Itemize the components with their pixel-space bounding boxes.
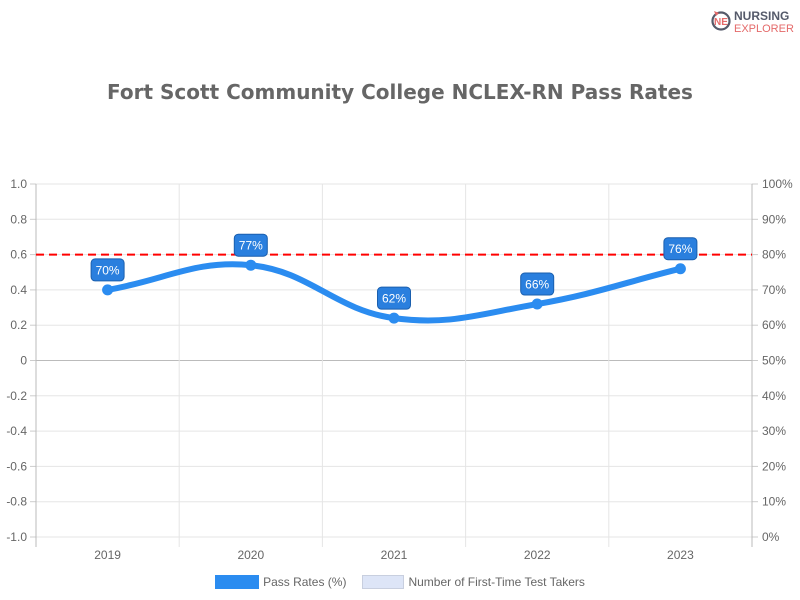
y-left-tick-label: 0 xyxy=(20,354,27,368)
legend-swatch xyxy=(362,575,405,589)
y-left-tick-label: -1.0 xyxy=(6,530,27,544)
data-point xyxy=(674,263,686,275)
legend: Pass Rates (%) Number of First-Time Test… xyxy=(0,575,800,589)
chart-title: Fort Scott Community College NCLEX-RN Pa… xyxy=(107,80,693,104)
data-label: 77% xyxy=(233,233,268,257)
x-tick-label: 2023 xyxy=(667,548,694,562)
data-label-box xyxy=(663,237,698,261)
y-right-tick-label: 70% xyxy=(762,283,786,297)
x-tick-label: 2021 xyxy=(381,548,408,562)
y-left-tick-label: 0.2 xyxy=(10,318,27,332)
y-left-tick-label: 1.0 xyxy=(10,177,27,191)
x-tick-label: 2022 xyxy=(524,548,551,562)
x-tick-label: 2020 xyxy=(237,548,264,562)
y-left-tick-label: -0.2 xyxy=(6,389,27,403)
legend-label: Number of First-Time Test Takers xyxy=(408,575,585,589)
x-tick-label: 2019 xyxy=(94,548,121,562)
y-left-tick-label: 0.8 xyxy=(10,212,27,226)
data-label-box xyxy=(233,233,268,257)
y-right-tick-label: 10% xyxy=(762,495,786,509)
data-label-text: 62% xyxy=(382,292,406,306)
data-point xyxy=(388,312,400,324)
y-left-tick-label: 0.4 xyxy=(10,283,27,297)
legend-label: Pass Rates (%) xyxy=(263,575,347,589)
data-label-text: 77% xyxy=(239,239,263,253)
svg-text:NE: NE xyxy=(714,17,728,28)
y-right-tick-label: 0% xyxy=(762,530,780,544)
data-point xyxy=(531,298,543,310)
data-label-box xyxy=(520,272,555,296)
data-label-text: 76% xyxy=(668,242,692,256)
y-right-tick-label: 20% xyxy=(762,459,786,473)
data-point xyxy=(102,284,114,296)
y-right-tick-label: 80% xyxy=(762,248,786,262)
nursing-explorer-logo: NE NURSING EXPLORER xyxy=(710,8,795,35)
legend-item-pass-rates[interactable]: Pass Rates (%) xyxy=(215,575,346,589)
legend-swatch xyxy=(215,575,260,589)
y-left-tick-label: -0.6 xyxy=(6,459,27,473)
data-label-text: 70% xyxy=(96,263,120,277)
legend-item-test-takers[interactable]: Number of First-Time Test Takers xyxy=(356,575,585,589)
y-left-tick-label: 0.6 xyxy=(10,248,27,262)
y-right-tick-label: 90% xyxy=(762,212,786,226)
data-label-box xyxy=(377,286,411,310)
y-right-tick-label: 40% xyxy=(762,389,786,403)
data-point xyxy=(245,259,257,271)
data-label: 66% xyxy=(520,272,555,296)
data-label: 76% xyxy=(663,237,698,261)
logo-icon: NE NURSING EXPLORER xyxy=(711,9,794,35)
y-right-tick-label: 50% xyxy=(762,354,786,368)
y-right-tick-label: 100% xyxy=(762,177,793,191)
y-left-tick-label: -0.4 xyxy=(6,424,27,438)
svg-text:EXPLORER: EXPLORER xyxy=(734,23,794,34)
y-right-tick-label: 30% xyxy=(762,424,786,438)
data-label-text: 66% xyxy=(525,278,549,292)
svg-text:NURSING: NURSING xyxy=(734,9,789,23)
data-label-box xyxy=(90,258,125,282)
y-right-tick-label: 60% xyxy=(762,318,786,332)
data-label: 70% xyxy=(90,258,125,282)
y-left-tick-label: -0.8 xyxy=(6,495,27,509)
data-label: 62% xyxy=(377,286,411,310)
